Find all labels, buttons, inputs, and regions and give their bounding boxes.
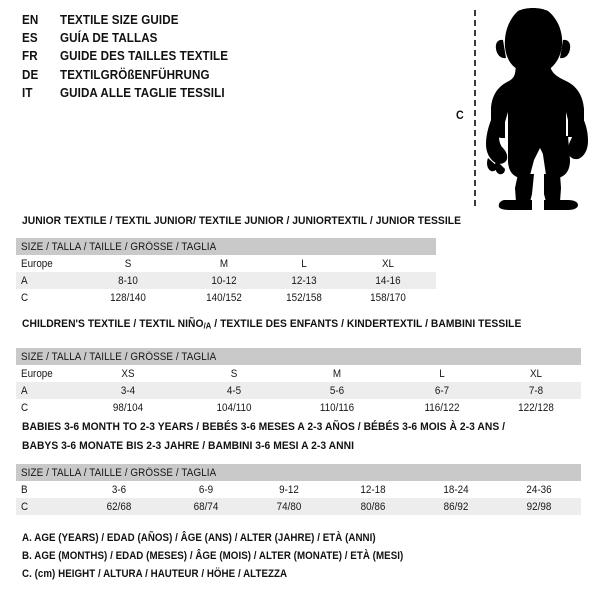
legend-line-b: B. AGE (MONTHS) / EDAD (MESES) / ÂGE (MO… [22,550,404,562]
table-header-band: SIZE / TALLA / TAILLE / GRÖSSE / TAGLIA [16,238,436,255]
cell-value: 5-6 [329,384,345,397]
cell-value: 152/158 [286,291,322,304]
language-title-block: EN TEXTILE SIZE GUIDE ES GUÍA DE TALLAS … [22,13,422,104]
table-row: C 98/104 104/110 110/116 116/122 122/128 [16,399,581,416]
cell-value: 6-9 [198,483,214,496]
cell-value: XS [121,367,135,380]
table-row: B 3-6 6-9 9-12 12-18 18-24 24-36 [16,481,581,498]
table-row: Europe XS S M L XL [16,365,581,382]
language-row-de: DE TEXTILGRÖßENFÜHRUNG [22,68,422,86]
row-label: Europe [21,367,53,380]
cell-value: 9-12 [279,483,299,496]
cell-value: 158/170 [370,291,406,304]
toddler-silhouette-icon [486,8,588,210]
section-title-children: CHILDREN'S TEXTILE / TEXTIL NIÑO/A / TEX… [22,318,521,330]
legend-line-c: C. (cm) HEIGHT / ALTURA / HAUTEUR / HÖHE… [22,568,288,580]
language-title: TEXTILGRÖßENFÜHRUNG [60,67,210,82]
section-title-junior: JUNIOR TEXTILE / TEXTIL JUNIOR/ TEXTILE … [22,215,461,227]
cell-value: 24-36 [526,483,552,496]
cell-value: XL [529,367,543,380]
size-band-label: SIZE / TALLA / TAILLE / GRÖSSE / TAGLIA [21,466,217,479]
language-row-es: ES GUÍA DE TALLAS [22,31,422,49]
legend-block: A. AGE (YEARS) / EDAD (AÑOS) / ÂGE (ANS)… [22,529,436,583]
junior-size-table: SIZE / TALLA / TAILLE / GRÖSSE / TAGLIA … [16,238,436,306]
cell-value: 80/86 [360,500,386,513]
size-band-label: SIZE / TALLA / TAILLE / GRÖSSE / TAGLIA [21,350,217,363]
cell-value: 62/68 [106,500,132,513]
cell-value: 104/110 [216,401,252,414]
language-code: FR [22,49,38,64]
cell-value: L [439,367,445,380]
cell-value: 122/128 [518,401,554,414]
cell-value: L [301,257,307,270]
language-code: DE [22,67,39,82]
section-title-babies-line2: BABYS 3-6 MONATE BIS 2-3 JAHRE / BAMBINI… [22,440,354,452]
children-size-table: SIZE / TALLA / TAILLE / GRÖSSE / TAGLIA … [16,348,581,416]
cell-value: 140/152 [206,291,242,304]
language-code: IT [22,85,33,100]
row-label: Europe [21,257,53,270]
cell-value: 74/80 [276,500,302,513]
cell-value: 110/116 [319,401,355,414]
cell-value: 92/98 [526,500,552,513]
cell-value: S [124,257,132,270]
table-header-band: SIZE / TALLA / TAILLE / GRÖSSE / TAGLIA [16,348,581,365]
table-row: A 3-4 4-5 5-6 6-7 7-8 [16,382,581,399]
row-label: A [21,274,28,287]
cell-value: 86/92 [443,500,469,513]
cell-value: 3-4 [120,384,136,397]
cell-value: 12-13 [291,274,317,287]
cell-value: 128/140 [110,291,146,304]
legend-line-a: A. AGE (YEARS) / EDAD (AÑOS) / ÂGE (ANS)… [22,532,376,544]
size-band-label: SIZE / TALLA / TAILLE / GRÖSSE / TAGLIA [21,240,217,253]
language-row-fr: FR GUIDE DES TAILLES TEXTILE [22,49,422,67]
cell-value: 18-24 [443,483,469,496]
section-title-babies-line1: BABIES 3-6 MONTH TO 2-3 YEARS / BEBÉS 3-… [22,421,506,433]
language-row-it: IT GUIDA ALLE TAGLIE TESSILI [22,86,422,104]
cell-value: 4-5 [226,384,242,397]
table-row: A 8-10 10-12 12-13 14-16 [16,272,436,289]
row-label: C [21,500,29,513]
language-title: GUÍA DE TALLAS [60,31,158,46]
table-row: Europe S M L XL [16,255,436,272]
height-measurement-figure: C [448,6,598,211]
cell-value: 116/122 [424,401,460,414]
table-header-band: SIZE / TALLA / TAILLE / GRÖSSE / TAGLIA [16,464,581,481]
cell-value: S [230,367,238,380]
language-title: GUIDA ALLE TAGLIE TESSILI [60,85,225,100]
language-code: ES [22,31,38,46]
table-row: C 62/68 68/74 74/80 80/86 86/92 92/98 [16,498,581,515]
section-title-children-sub: /A [203,320,212,331]
table-row: C 128/140 140/152 152/158 158/170 [16,289,436,306]
cell-value: 8-10 [118,274,138,287]
cell-value: 98/104 [112,401,144,414]
cell-value: 7-8 [528,384,544,397]
cell-value: 3-6 [111,483,127,496]
row-label: C [21,401,29,414]
language-row-en: EN TEXTILE SIZE GUIDE [22,13,422,31]
row-label: B [21,483,28,496]
section-title-children-suffix: / TEXTILE DES ENFANTS / KINDERTEXTIL / B… [211,318,522,330]
cell-value: M [332,367,342,380]
row-label: C [21,291,29,304]
cell-value: 68/74 [193,500,219,513]
cell-value: 10-12 [211,274,237,287]
language-title: TEXTILE SIZE GUIDE [60,13,179,27]
language-code: EN [22,13,39,27]
cell-value: 12-18 [360,483,386,496]
section-title-children-prefix: CHILDREN'S TEXTILE / TEXTIL NIÑO [22,318,204,330]
cell-value: M [219,257,229,270]
cell-value: 14-16 [375,274,401,287]
height-dashed-line [474,10,476,206]
cell-value: XL [381,257,395,270]
height-measure-label: C [456,110,464,122]
row-label: A [21,384,28,397]
cell-value: 6-7 [434,384,450,397]
babies-size-table: SIZE / TALLA / TAILLE / GRÖSSE / TAGLIA … [16,464,581,515]
language-title: GUIDE DES TAILLES TEXTILE [60,49,229,64]
